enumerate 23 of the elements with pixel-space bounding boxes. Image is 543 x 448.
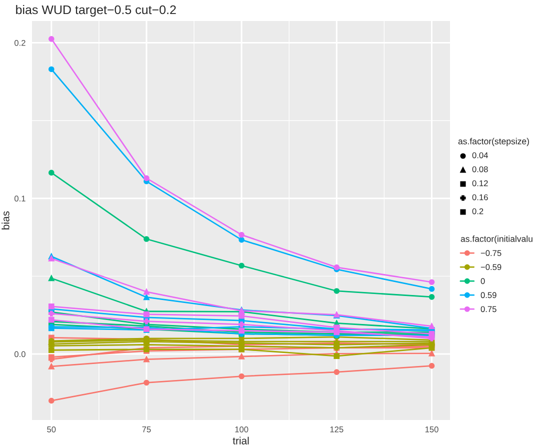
x-tick-label: 50	[47, 426, 56, 432]
text: 0.16	[472, 194, 488, 200]
x-tick-label: 100	[235, 426, 248, 432]
x-tick-label: 125	[330, 426, 344, 432]
text: 0.12	[472, 180, 488, 186]
text: 0.2	[472, 208, 484, 214]
x-tick-label: 150	[425, 426, 438, 432]
legend-label: −0.59	[480, 264, 502, 270]
text: 0.04	[472, 152, 488, 158]
text: 0.08	[472, 166, 488, 172]
legend-label: 0	[480, 278, 485, 284]
y-tick-label: 0.1	[14, 196, 26, 202]
legend-label: −0.75	[480, 250, 502, 256]
x-axis-title: trial	[232, 436, 249, 444]
legend-label: 0.75	[480, 306, 496, 312]
y-tick-label: 0.0	[14, 351, 26, 358]
y-axis-title: bias	[2, 211, 10, 230]
chart-title: bias WUD target−0.5 cut−0.2	[16, 4, 176, 17]
legend-title: as.factor(initialvalu	[460, 236, 532, 244]
x-tick-label: 75	[142, 426, 151, 432]
legend-label: 0.59	[480, 292, 496, 298]
y-tick-label: 0.2	[14, 40, 26, 46]
text: as.factor(stepsize)	[458, 138, 529, 146]
